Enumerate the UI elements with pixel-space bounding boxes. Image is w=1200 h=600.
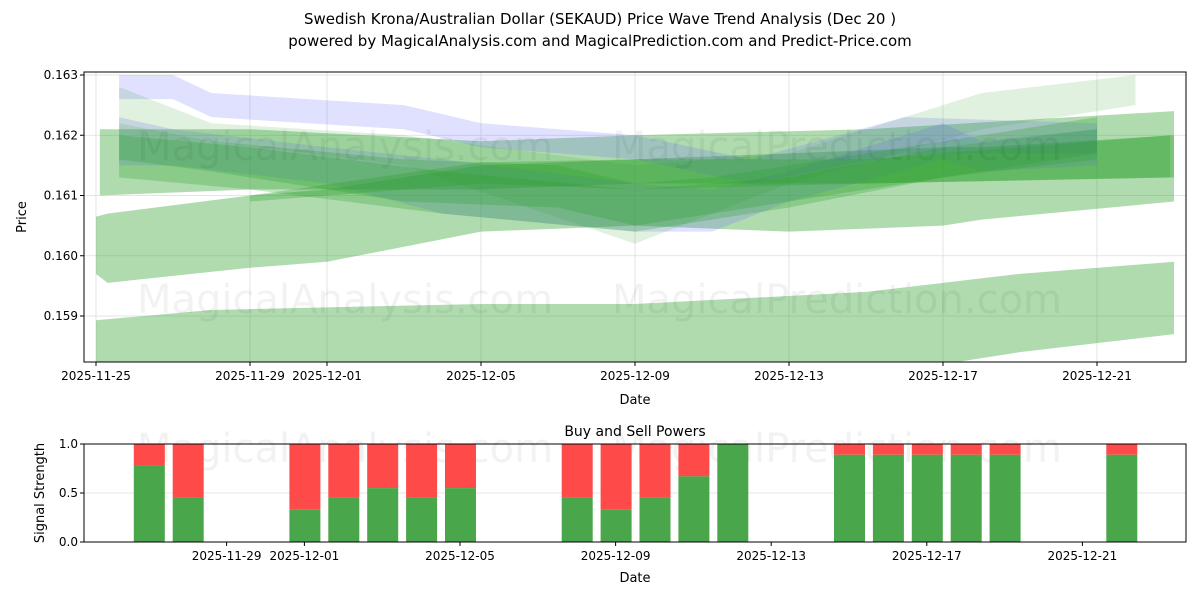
buy-bar [872, 454, 904, 542]
wave-band [119, 75, 1136, 244]
x-tick-label: 2025-12-21 [1048, 549, 1118, 563]
x-tick-label: 2025-12-17 [892, 549, 962, 563]
x-tick-label: 2025-11-25 [61, 369, 131, 383]
wave-band [119, 75, 1098, 184]
x-tick-label: 2025-12-13 [754, 369, 824, 383]
wave-band [96, 261, 1174, 362]
buy-bar [1106, 454, 1138, 542]
bar-plot-frame [83, 443, 1187, 543]
buy-bar [639, 497, 671, 542]
wave-band [119, 129, 1098, 232]
x-tick-label: 2025-12-09 [581, 549, 651, 563]
sell-bar [406, 444, 438, 498]
buy-bar [834, 454, 865, 542]
sell-bar [872, 444, 904, 455]
x-tick-label: 2025-12-09 [600, 369, 670, 383]
y-tick-label: 1.0 [59, 437, 78, 451]
buy-bar [406, 497, 438, 542]
wave-band [250, 135, 1171, 202]
buy-bar [133, 465, 165, 542]
x-tick-label: 2025-11-29 [192, 549, 262, 563]
buy-bar [561, 497, 593, 542]
chart-title: Swedish Krona/Australian Dollar (SEKAUD)… [303, 10, 897, 28]
watermark: MagicalAnalysis.com [137, 124, 553, 170]
sell-bar [445, 444, 476, 489]
buy-bar [678, 476, 710, 542]
sell-bar [1106, 444, 1138, 455]
x-tick-label: 2025-12-01 [292, 369, 362, 383]
buy-bar [289, 509, 321, 542]
x-tick-label: 2025-12-13 [736, 549, 806, 563]
y-axis-label: Price [15, 201, 30, 233]
x-axis-label: Date [619, 393, 650, 408]
buy-bar [950, 454, 982, 542]
chart-subtitle: powered by MagicalAnalysis.com and Magic… [288, 32, 912, 50]
buy-bar [600, 509, 632, 542]
watermark: MagicalPrediction.com [612, 124, 1062, 170]
y-tick-label: 0.161 [44, 189, 78, 203]
sell-bar [950, 444, 982, 455]
sell-bar [989, 444, 1021, 455]
sell-bar [639, 444, 671, 498]
sell-bar [911, 444, 943, 455]
sell-bar [600, 444, 632, 510]
x-tick-label: 2025-12-01 [270, 549, 340, 563]
sell-bar [561, 444, 593, 498]
y-tick-label: 0.0 [59, 535, 78, 549]
watermark: MagicalPrediction.com [612, 277, 1062, 323]
buy-bar [445, 488, 476, 542]
x-tick-label: 2025-12-05 [446, 369, 516, 383]
wave-band [96, 135, 1174, 283]
y-axis-label: Signal Strength [33, 443, 48, 543]
wave-band [119, 117, 1098, 232]
y-tick-label: 0.163 [44, 68, 78, 82]
watermark: MagicalAnalysis.com [137, 277, 553, 323]
sell-bar [367, 444, 399, 489]
buy-bar [911, 454, 943, 542]
bands [96, 75, 1175, 362]
bar-chart-title: Buy and Sell Powers [564, 424, 705, 440]
wave-band [119, 117, 1098, 226]
y-tick-label: 0.159 [44, 309, 78, 323]
x-axis-label: Date [619, 571, 650, 586]
buy-bar [989, 454, 1021, 542]
buy-bar [367, 488, 399, 542]
sell-bar [678, 444, 710, 477]
buy-bar [172, 497, 204, 542]
buy-bar [328, 497, 360, 542]
buy-bar [717, 444, 749, 542]
sell-bar [172, 444, 204, 498]
sell-bar [133, 444, 165, 466]
sell-bar [328, 444, 360, 498]
y-tick-label: 0.5 [59, 486, 78, 500]
x-tick-label: 2025-12-21 [1062, 369, 1132, 383]
wave-band [99, 111, 1175, 196]
x-tick-label: 2025-11-29 [215, 369, 285, 383]
x-tick-label: 2025-12-05 [425, 549, 495, 563]
x-tick-label: 2025-12-17 [908, 369, 978, 383]
sell-bar [289, 444, 321, 510]
plot-frame [83, 71, 1187, 363]
y-tick-label: 0.160 [44, 249, 78, 263]
y-tick-label: 0.162 [44, 128, 78, 142]
sell-bar [834, 444, 865, 455]
